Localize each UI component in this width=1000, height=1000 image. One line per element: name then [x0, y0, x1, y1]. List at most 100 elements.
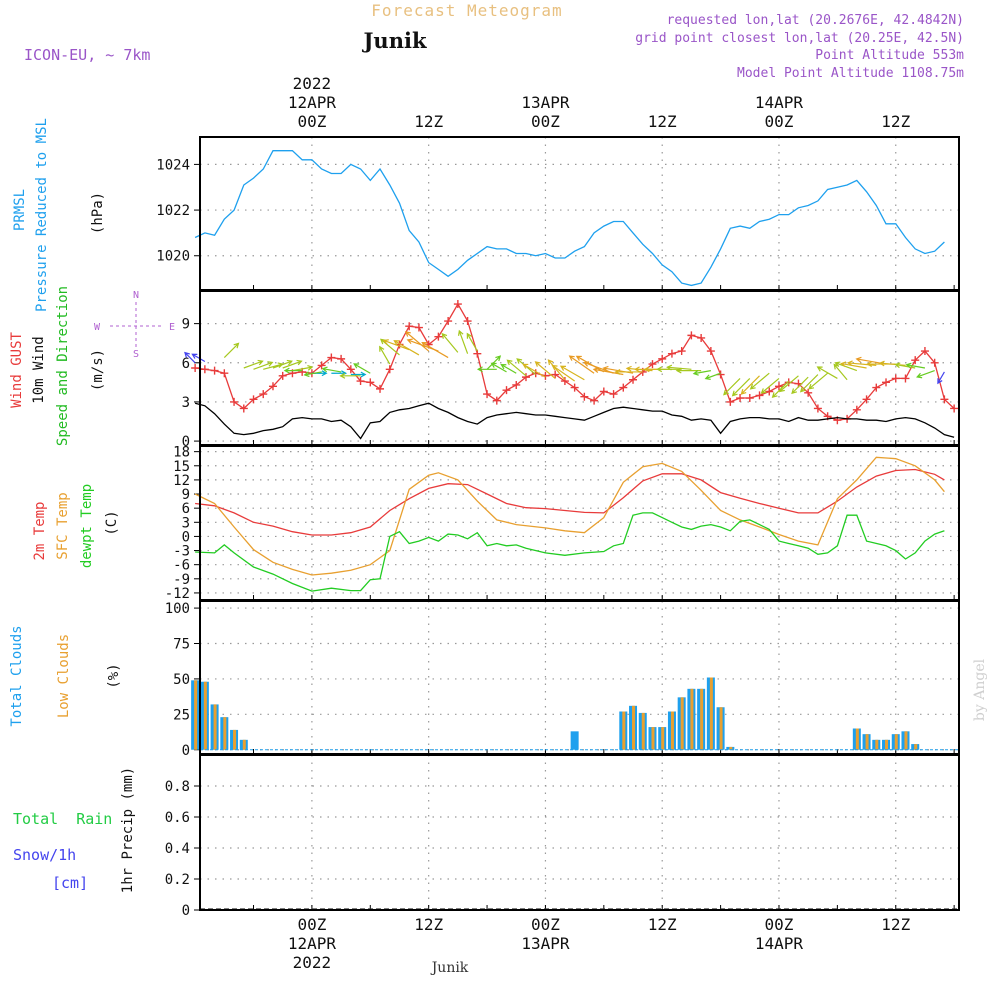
y-tick-label: -6	[173, 558, 190, 574]
wind-arrow	[704, 372, 721, 380]
y-tick-label: 75	[173, 637, 190, 653]
temp-unit: (C)	[104, 510, 120, 535]
wind-arrow	[778, 375, 799, 393]
gust-marker	[414, 323, 423, 332]
bar-total-clouds	[570, 731, 579, 750]
y-tick-label: 0.6	[165, 810, 190, 826]
wind-arrow	[379, 345, 391, 365]
wind-arrow	[393, 340, 420, 356]
wind-arrow	[846, 360, 877, 367]
panel-frame	[199, 754, 960, 911]
gust-marker	[804, 388, 813, 397]
gust-marker	[259, 390, 268, 399]
gust-marker	[376, 384, 385, 393]
y-tick-label: 1020	[156, 249, 190, 265]
wind-arrow	[534, 361, 556, 379]
gust-marker	[930, 358, 939, 367]
gust-marker	[726, 397, 735, 406]
time-label: 00Z	[531, 915, 560, 934]
bar-low-clouds	[641, 712, 645, 750]
bar-low-clouds	[233, 729, 237, 750]
bar-low-clouds	[855, 728, 859, 750]
wind-arrow	[808, 372, 829, 390]
gust-marker	[570, 383, 579, 392]
wind-arrow	[692, 370, 711, 376]
gust-marker	[687, 331, 696, 340]
gust-marker	[337, 354, 346, 363]
series-prmsl	[194, 150, 945, 287]
wind-arrow	[404, 331, 430, 352]
pressure-unit: (hPa)	[90, 192, 106, 234]
bar-low-clouds	[875, 739, 879, 750]
y-tick-label: 0	[182, 743, 190, 759]
gust-marker	[249, 395, 258, 404]
gust-marker	[891, 374, 900, 383]
gust-marker	[346, 365, 355, 374]
gust-marker	[453, 300, 462, 309]
compass-south: S	[133, 349, 139, 360]
gust-marker	[502, 386, 511, 395]
wind-arrow	[760, 377, 780, 394]
wind-arrow	[500, 363, 517, 374]
compass-east: E	[169, 322, 175, 333]
y-tick-label: 9	[182, 317, 190, 333]
wind-arrow	[506, 359, 527, 377]
time-label: 13APR	[521, 934, 570, 953]
precip-label-snow: Snow/1h	[13, 846, 76, 864]
wind-arrow	[723, 378, 741, 396]
time-label: 00Z	[531, 112, 560, 131]
gust-marker	[366, 378, 375, 387]
temp-label-1: 2m Temp	[32, 501, 48, 560]
clouds-label-2: Low Clouds	[56, 634, 72, 718]
bar-low-clouds	[632, 705, 636, 750]
wind-arrow	[568, 355, 595, 374]
bar-low-clouds	[242, 739, 246, 750]
time-label: 00Z	[765, 915, 794, 934]
series-dewpt-temp	[195, 512, 945, 592]
wind-arrow	[834, 361, 858, 372]
bar-low-clouds	[670, 711, 674, 750]
y-tick-label: 9	[182, 487, 190, 503]
wind-arrow	[339, 372, 361, 379]
wind-arrow	[223, 342, 240, 358]
gust-marker	[356, 377, 365, 386]
wind-arrow	[303, 371, 322, 378]
wind-arrow	[575, 355, 605, 373]
bar-low-clouds	[894, 734, 898, 750]
time-label: 12APR	[288, 93, 337, 112]
pressure-label-2: Pressure Reduced to MSL	[34, 118, 50, 312]
gust-marker	[619, 383, 628, 392]
y-tick-label: 0	[182, 529, 190, 545]
gust-marker	[220, 369, 229, 378]
watermark: by Angel	[972, 658, 988, 721]
y-tick-label: 25	[173, 707, 190, 723]
precip-ylabel: 1hr Precip (mm)	[120, 767, 136, 893]
wind-arrow	[321, 366, 342, 373]
bar-low-clouds	[223, 717, 227, 750]
gust-marker	[882, 378, 891, 387]
gust-marker	[774, 382, 783, 391]
y-tick-label: 3	[182, 395, 190, 411]
gust-marker	[658, 354, 667, 363]
wind-arrow	[191, 353, 206, 362]
wind-arrow	[253, 361, 274, 370]
wind-arrow	[551, 364, 575, 382]
bar-low-clouds	[651, 727, 655, 750]
gust-marker	[862, 395, 871, 404]
wind-arrow	[466, 332, 478, 352]
bar-low-clouds	[914, 744, 918, 750]
time-label: 12Z	[648, 915, 677, 934]
temp-label-3: dewpt Temp	[79, 484, 95, 568]
wind-arrow	[283, 367, 303, 374]
y-tick-label: 100	[165, 601, 190, 617]
y-tick-label: 1022	[156, 203, 190, 219]
wind-arrow	[350, 371, 367, 378]
bar-low-clouds	[709, 677, 713, 750]
time-label: 14APR	[755, 93, 804, 112]
y-tick-label: 0.2	[165, 872, 190, 888]
wind-arrow	[353, 363, 371, 374]
wind-arrow	[894, 362, 916, 369]
clouds-label-1: Total Clouds	[9, 625, 25, 726]
wind-arrow	[243, 359, 264, 369]
